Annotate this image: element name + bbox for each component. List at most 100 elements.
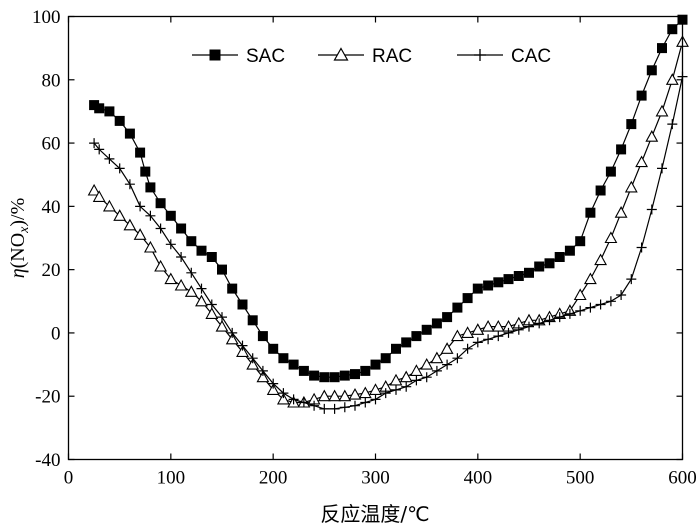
data-point-rac — [440, 342, 454, 354]
data-point-cac — [155, 223, 166, 234]
data-point-cac — [585, 302, 596, 313]
data-point-sac — [431, 318, 442, 329]
data-point-cac — [493, 331, 504, 342]
data-point-cac — [176, 252, 187, 262]
data-point-sac — [104, 106, 115, 117]
data-point-cac — [575, 305, 586, 316]
data-point-sac — [196, 245, 207, 256]
y-tick-label: 0 — [51, 323, 61, 344]
data-point-sac — [124, 128, 135, 139]
data-point-cac — [442, 359, 453, 370]
data-point-cac — [309, 400, 320, 411]
y-axis-title: η(NOx)/% — [7, 198, 32, 279]
legend-item-cac: CAC — [457, 46, 551, 67]
series-line-sac — [93, 19, 683, 378]
data-point-cac — [605, 296, 616, 307]
x-tick-label: 0 — [64, 468, 74, 489]
data-point-cac — [513, 324, 524, 335]
data-point-rac — [328, 389, 342, 402]
data-point-rac — [266, 383, 280, 395]
data-point-cac — [554, 312, 565, 323]
data-point-cac — [391, 384, 401, 395]
data-point-cac — [124, 179, 135, 190]
data-point-cac — [472, 337, 483, 348]
data-point-sac — [237, 299, 248, 310]
series-rac — [87, 35, 689, 408]
data-point-rac — [583, 272, 597, 285]
data-point-sac — [483, 280, 494, 291]
data-point-cac — [89, 138, 100, 149]
data-point-rac — [184, 285, 198, 297]
data-point-cac — [380, 388, 391, 399]
data-point-rac — [92, 190, 106, 202]
data-point-cac — [503, 327, 514, 338]
data-point-cac — [319, 403, 330, 414]
y-tick-label: 40 — [42, 197, 61, 218]
data-point-sac — [227, 283, 238, 294]
data-point-cac — [657, 163, 667, 174]
data-point-rac — [338, 389, 352, 402]
series-line-rac — [93, 41, 684, 404]
data-point-rac — [143, 240, 157, 253]
data-point-cac — [268, 378, 279, 389]
data-layer — [87, 14, 689, 414]
data-point-rac — [164, 272, 178, 285]
data-point-sac — [176, 223, 187, 234]
data-point-cac — [636, 242, 647, 253]
data-point-rac — [369, 383, 382, 395]
y-axis-title-open: (NO — [7, 233, 29, 269]
data-point-sac — [140, 166, 151, 177]
series-sac — [89, 14, 688, 383]
data-point-cac — [298, 397, 309, 408]
data-point-sac — [278, 353, 289, 364]
data-point-rac — [123, 218, 137, 231]
data-point-sac — [524, 267, 534, 278]
data-point-sac — [288, 359, 299, 370]
data-point-sac — [585, 207, 596, 218]
data-point-cac — [595, 299, 606, 310]
data-point-rac — [389, 373, 403, 386]
data-point-cac — [360, 397, 371, 408]
data-point-rac — [645, 130, 659, 142]
data-point-rac — [348, 387, 362, 400]
data-point-cac — [145, 210, 156, 221]
data-point-rac — [624, 180, 638, 193]
data-point-cac — [329, 403, 340, 414]
data-point-sac — [657, 43, 667, 54]
data-point-sac — [616, 144, 627, 155]
data-point-sac — [145, 182, 156, 193]
data-point-rac — [399, 370, 413, 383]
data-point-rac — [246, 357, 260, 370]
legend-item-sac: SAC — [192, 46, 285, 67]
data-point-sac — [370, 359, 381, 370]
data-point-rac — [317, 389, 331, 402]
x-axis-ticks: 0 100 200 300 400 500 600 — [64, 16, 697, 489]
data-point-cac — [135, 201, 146, 212]
data-point-cac — [483, 334, 494, 345]
data-point-sac — [534, 261, 545, 272]
x-tick-label: 200 — [259, 468, 288, 489]
data-point-cac — [257, 365, 268, 376]
legend-marker-cac — [474, 49, 486, 61]
data-point-cac — [452, 353, 463, 364]
data-point-sac — [94, 103, 105, 114]
data-point-cac — [462, 343, 473, 354]
data-point-cac — [94, 144, 105, 155]
data-point-cac — [667, 119, 678, 130]
x-tick-label: 500 — [566, 468, 595, 489]
data-point-rac — [614, 206, 628, 218]
data-point-sac — [217, 264, 227, 275]
data-point-cac — [217, 312, 227, 323]
x-tick-label: 100 — [157, 468, 186, 489]
data-point-sac — [350, 369, 360, 380]
y-axis-ticks: -40 -20 0 20 40 60 80 100 — [32, 7, 683, 471]
data-point-rac — [133, 228, 147, 240]
data-point-sac — [421, 324, 432, 335]
data-point-sac — [575, 236, 586, 247]
data-point-cac — [237, 340, 248, 351]
data-point-cac — [616, 290, 627, 300]
legend-label-rac: RAC — [372, 46, 412, 67]
legend-label-cac: CAC — [511, 46, 551, 67]
data-point-cac — [114, 163, 125, 174]
y-axis-title-sub: x — [17, 226, 32, 234]
